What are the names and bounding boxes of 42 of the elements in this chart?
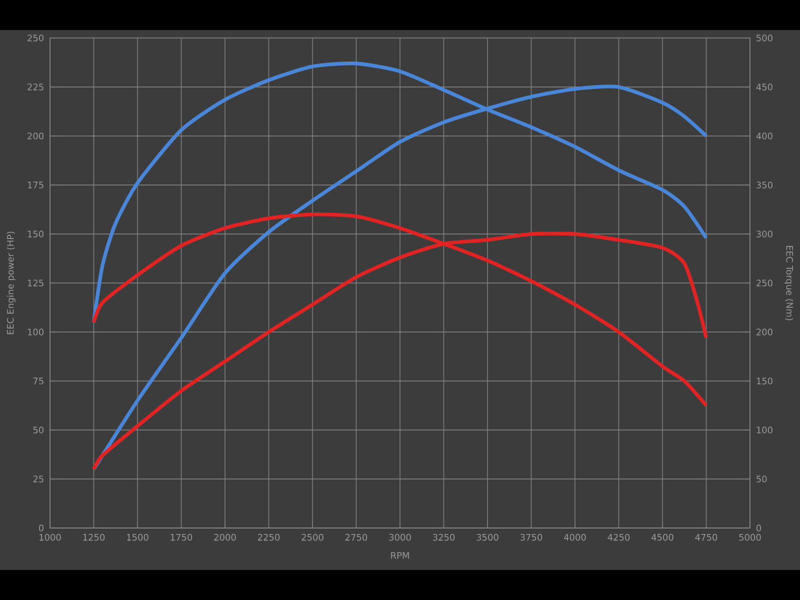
x-tick-label: 3250 bbox=[432, 534, 455, 541]
y-tick-label: 25 bbox=[33, 476, 44, 482]
y-tick-label: 225 bbox=[28, 84, 44, 90]
y-tick-label: 100 bbox=[28, 328, 44, 336]
y2-tick-label: 300 bbox=[756, 230, 772, 238]
x-tick-label: 5000 bbox=[739, 534, 761, 541]
x-tick-label: 4750 bbox=[695, 534, 718, 541]
y-tick-label: 150 bbox=[28, 230, 44, 238]
y-tick-label: 200 bbox=[28, 132, 44, 140]
x-tick-label: 4000 bbox=[564, 534, 586, 541]
x-tick-label: 4250 bbox=[608, 534, 630, 541]
y-tick-label: 125 bbox=[28, 280, 44, 286]
x-tick-label: 2000 bbox=[214, 534, 236, 541]
y2-tick-label: 0 bbox=[756, 524, 762, 532]
y2-tick-label: 450 bbox=[756, 84, 772, 90]
y2-tick-label: 350 bbox=[756, 182, 772, 188]
y2-axis-title: EEC Torque (Nm) bbox=[784, 246, 794, 320]
x-tick-label: 3750 bbox=[520, 534, 542, 541]
y-axis-title: EEC Engine power (HP) bbox=[6, 232, 16, 334]
y2-tick-label: 250 bbox=[756, 280, 772, 286]
y2-tick-label: 50 bbox=[756, 476, 767, 482]
x-tick-label: 1500 bbox=[127, 534, 148, 541]
y2-tick-label: 400 bbox=[756, 132, 772, 140]
x-tick-label: 2250 bbox=[258, 534, 280, 541]
x-tick-label: 1750 bbox=[170, 534, 192, 541]
y-tick-label: 75 bbox=[33, 378, 44, 384]
y-tick-label: 50 bbox=[33, 426, 44, 434]
x-tick-label: 1000 bbox=[40, 534, 61, 541]
x-axis-title: RPM bbox=[391, 552, 409, 559]
x-tick-label: 3500 bbox=[476, 534, 498, 541]
x-tick-label: 2500 bbox=[302, 534, 324, 541]
y2-tick-label: 500 bbox=[756, 34, 772, 42]
y-tick-label: 0 bbox=[38, 524, 44, 532]
x-tick-label: 1250 bbox=[83, 534, 105, 541]
y2-tick-label: 100 bbox=[756, 426, 772, 434]
y2-tick-label: 200 bbox=[756, 328, 772, 336]
x-tick-label: 2750 bbox=[345, 534, 368, 541]
y-tick-label: 175 bbox=[28, 182, 44, 188]
x-tick-label: 4500 bbox=[651, 534, 674, 541]
x-tick-label: 3000 bbox=[389, 534, 411, 541]
y-tick-label: 250 bbox=[28, 34, 44, 42]
y2-tick-label: 150 bbox=[756, 378, 772, 384]
